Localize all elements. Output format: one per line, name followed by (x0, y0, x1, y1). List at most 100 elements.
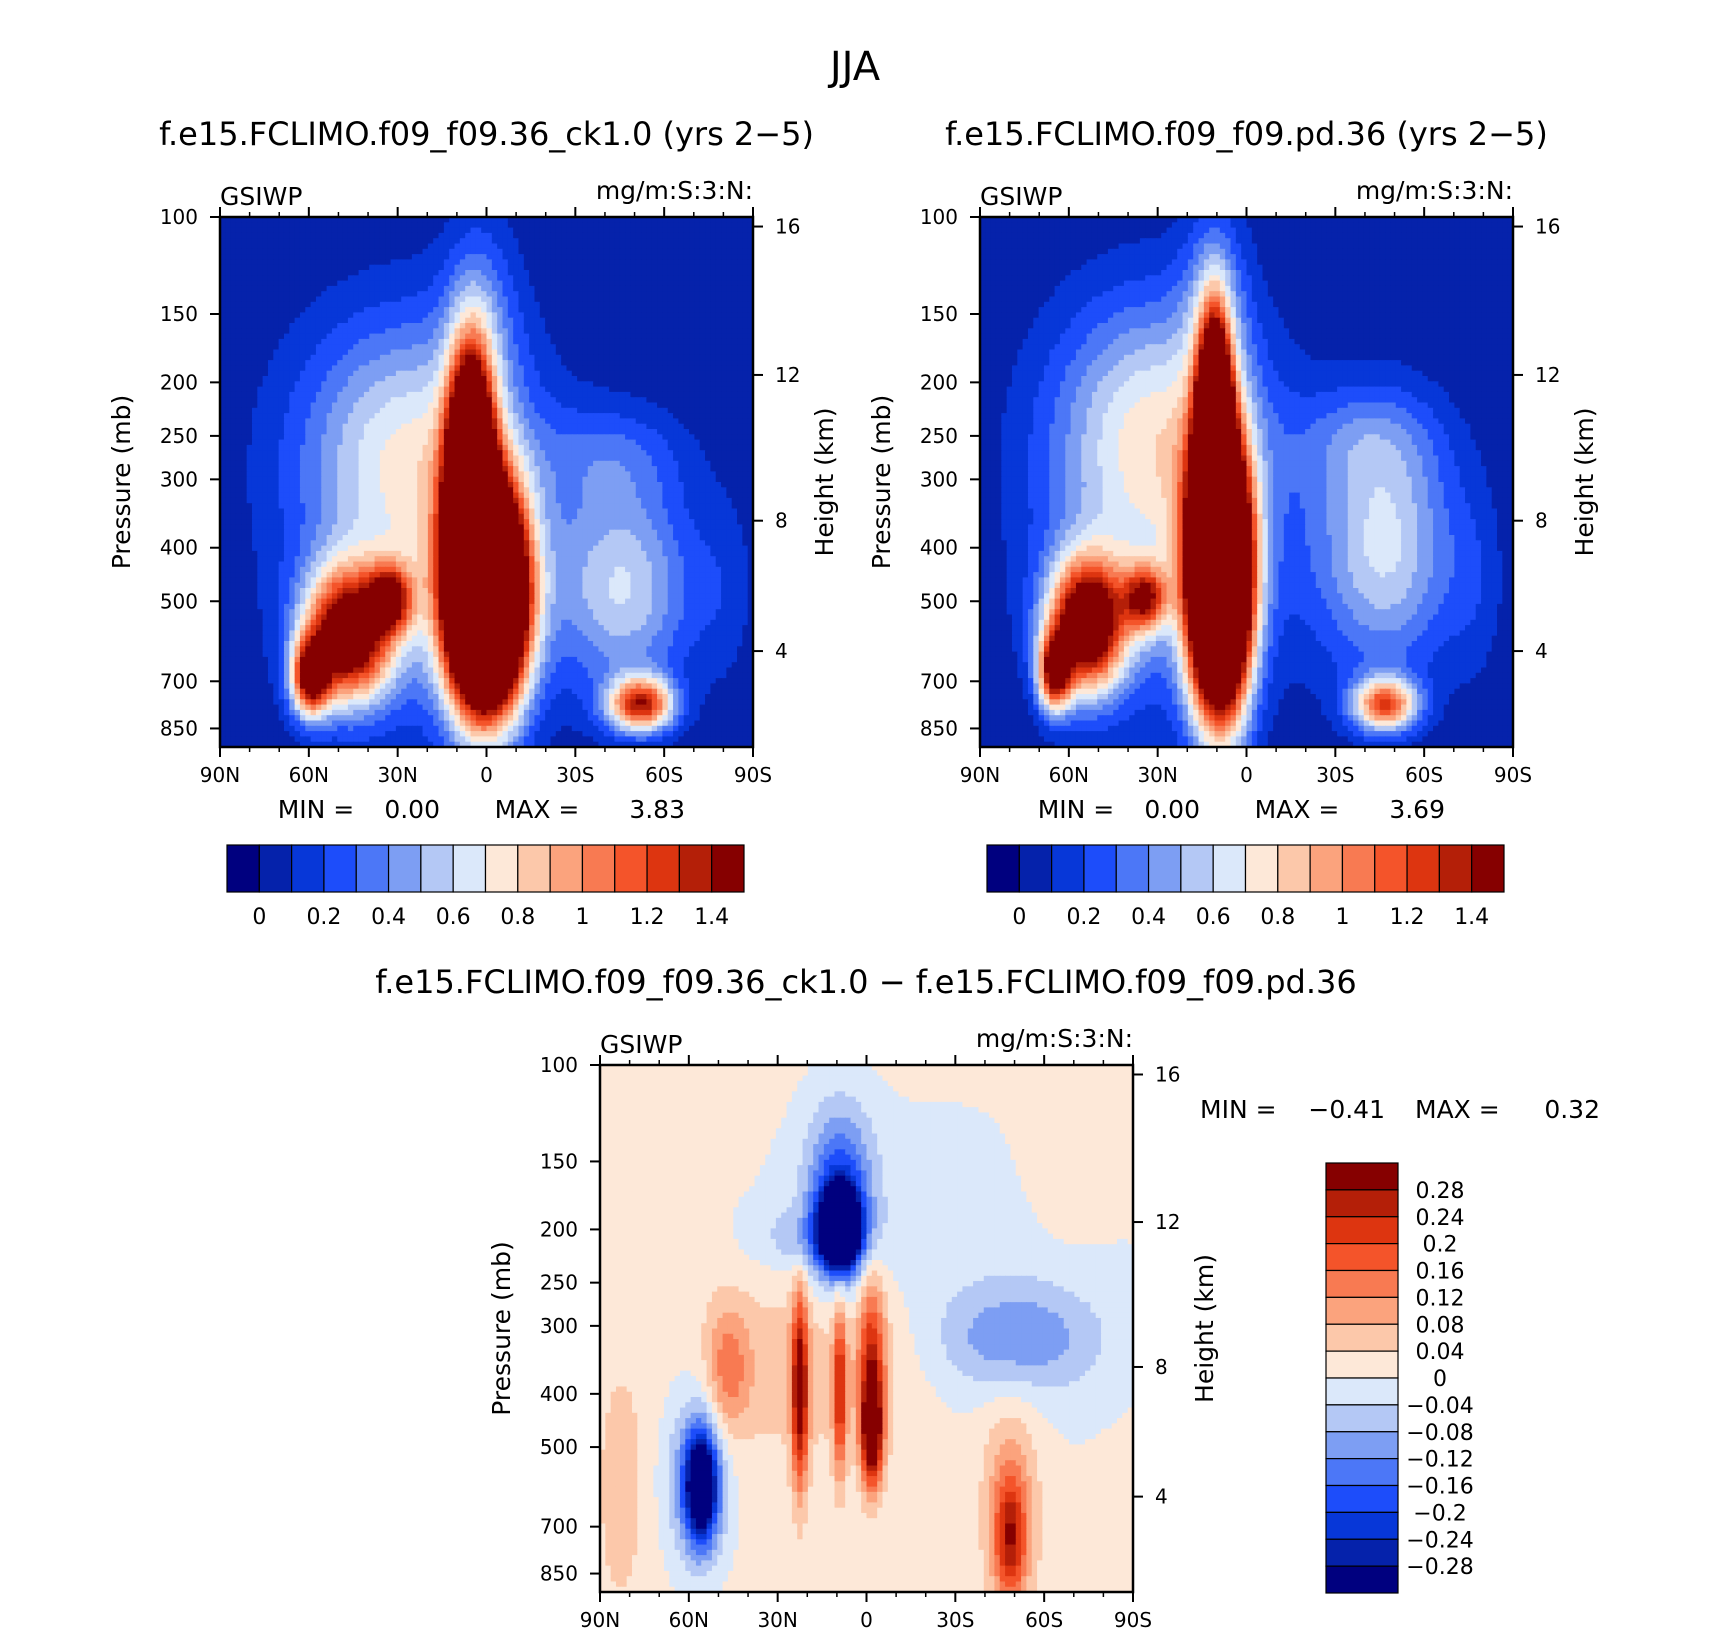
contour-cell (337, 281, 343, 287)
contour-cell (359, 318, 365, 324)
contour-cell (588, 249, 594, 255)
contour-cell (598, 323, 604, 329)
contour-cell (455, 418, 461, 424)
contour-cell (524, 397, 530, 403)
contour-cell (471, 270, 477, 276)
contour-cell (492, 371, 498, 377)
contour-cell (460, 387, 466, 393)
contour-cell (343, 397, 349, 403)
contour-cell (646, 259, 652, 265)
contour-cell (556, 339, 562, 345)
contour-cell (481, 291, 487, 297)
contour-cell (433, 323, 439, 329)
contour-cell (657, 270, 663, 276)
contour-cell (455, 371, 461, 377)
contour-cell (556, 291, 562, 297)
contour-cell (391, 228, 397, 234)
contour-cell (337, 302, 343, 308)
contour-cell (700, 429, 706, 435)
contour-cell (465, 318, 471, 324)
contour-cell (609, 381, 615, 387)
contour-cell (231, 270, 237, 276)
contour-cell (476, 281, 482, 287)
contour-cell (492, 365, 498, 371)
contour-cell (396, 323, 402, 329)
contour-cell (348, 259, 354, 265)
contour-cell (380, 297, 386, 303)
contour-cell (401, 281, 407, 287)
contour-cell (668, 365, 674, 371)
contour-cell (614, 413, 620, 419)
contour-cell (598, 312, 604, 318)
contour-cell (476, 307, 482, 313)
contour-cell (550, 418, 556, 424)
contour-cell (385, 275, 391, 281)
contour-cell (508, 307, 514, 313)
contour-cell (657, 265, 663, 271)
contour-cell (609, 408, 615, 414)
contour-cell (348, 233, 354, 239)
contour-cell (300, 228, 306, 234)
contour-cell (289, 360, 295, 366)
contour-cell (295, 312, 301, 318)
contour-cell (369, 297, 375, 303)
contour-cell (396, 445, 402, 451)
contour-cell (311, 397, 317, 403)
contour-cell (295, 334, 301, 340)
contour-cell (385, 254, 391, 260)
contour-cell (471, 328, 477, 334)
contour-cell (678, 302, 684, 308)
contour-cell (231, 254, 237, 260)
figure-title: JJA (827, 44, 881, 90)
contour-cell (455, 228, 461, 234)
contour-cell (407, 323, 413, 329)
contour-cell (321, 328, 327, 334)
contour-cell (481, 339, 487, 345)
contour-cell (439, 297, 445, 303)
contour-cell (609, 339, 615, 345)
contour-cell (513, 318, 519, 324)
contour-cell (300, 397, 306, 403)
contour-cell (625, 254, 631, 260)
contour-cell (241, 397, 247, 403)
contour-cell (694, 323, 700, 329)
contour-cell (300, 360, 306, 366)
contour-cell (236, 429, 242, 435)
contour-cell (732, 344, 738, 350)
contour-cell (305, 286, 311, 292)
contour-cell (614, 350, 620, 356)
contour-cell (412, 360, 418, 366)
contour-cell (444, 376, 450, 382)
contour-cell (369, 238, 375, 244)
contour-cell (417, 355, 423, 361)
contour-cell (449, 265, 455, 271)
contour-cell (620, 418, 626, 424)
contour-cell (465, 265, 471, 271)
contour-cell (620, 275, 626, 281)
contour-cell (353, 376, 359, 382)
contour-cell (305, 270, 311, 276)
contour-cell (396, 408, 402, 414)
contour-cell (481, 424, 487, 430)
contour-cell (252, 418, 258, 424)
contour-cell (353, 259, 359, 265)
contour-cell (550, 408, 556, 414)
contour-cell (678, 408, 684, 414)
contour-cell (556, 254, 562, 260)
contour-cell (710, 323, 716, 329)
contour-cell (465, 424, 471, 430)
contour-cell (673, 413, 679, 419)
contour-cell (359, 418, 365, 424)
contour-cell (684, 413, 690, 419)
contour-cell (369, 334, 375, 340)
contour-cell (641, 350, 647, 356)
contour-cell (407, 445, 413, 451)
contour-cell (332, 233, 338, 239)
contour-cell (284, 302, 290, 308)
contour-cell (247, 318, 253, 324)
contour-cell (247, 408, 253, 414)
contour-cell (369, 318, 375, 324)
contour-cell (460, 429, 466, 435)
contour-cell (673, 371, 679, 377)
contour-cell (577, 403, 583, 409)
